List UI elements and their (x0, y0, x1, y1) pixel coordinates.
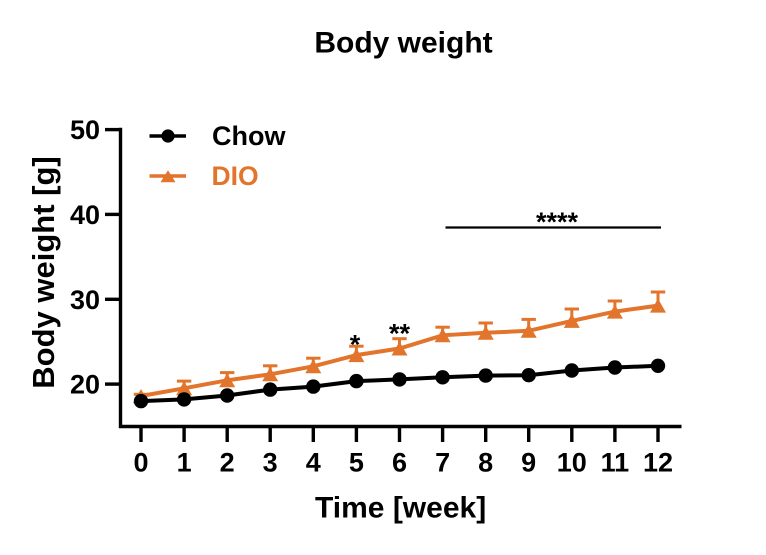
svg-text:**: ** (389, 319, 411, 349)
svg-text:11: 11 (601, 447, 630, 477)
svg-text:12: 12 (643, 447, 673, 477)
svg-text:30: 30 (70, 285, 100, 315)
svg-text:50: 50 (70, 115, 100, 145)
svg-text:40: 40 (70, 200, 100, 230)
svg-text:DIO: DIO (212, 161, 259, 191)
svg-text:0: 0 (133, 447, 148, 477)
svg-text:9: 9 (521, 447, 536, 477)
svg-text:1: 1 (177, 447, 192, 477)
svg-text:****: **** (536, 207, 579, 237)
svg-text:2: 2 (220, 447, 235, 477)
svg-text:3: 3 (263, 447, 278, 477)
svg-text:10: 10 (557, 447, 587, 477)
svg-text:Body weight [g]: Body weight [g] (26, 156, 61, 388)
svg-text:20: 20 (70, 370, 100, 400)
svg-text:Body weight: Body weight (314, 27, 492, 60)
svg-text:6: 6 (392, 447, 407, 477)
svg-text:8: 8 (478, 447, 493, 477)
svg-text:4: 4 (306, 447, 321, 477)
svg-text:5: 5 (349, 447, 364, 477)
svg-text:*: * (350, 330, 361, 360)
svg-text:7: 7 (435, 447, 450, 477)
svg-text:Chow: Chow (212, 121, 286, 151)
svg-text:Time [week]: Time [week] (315, 492, 486, 525)
